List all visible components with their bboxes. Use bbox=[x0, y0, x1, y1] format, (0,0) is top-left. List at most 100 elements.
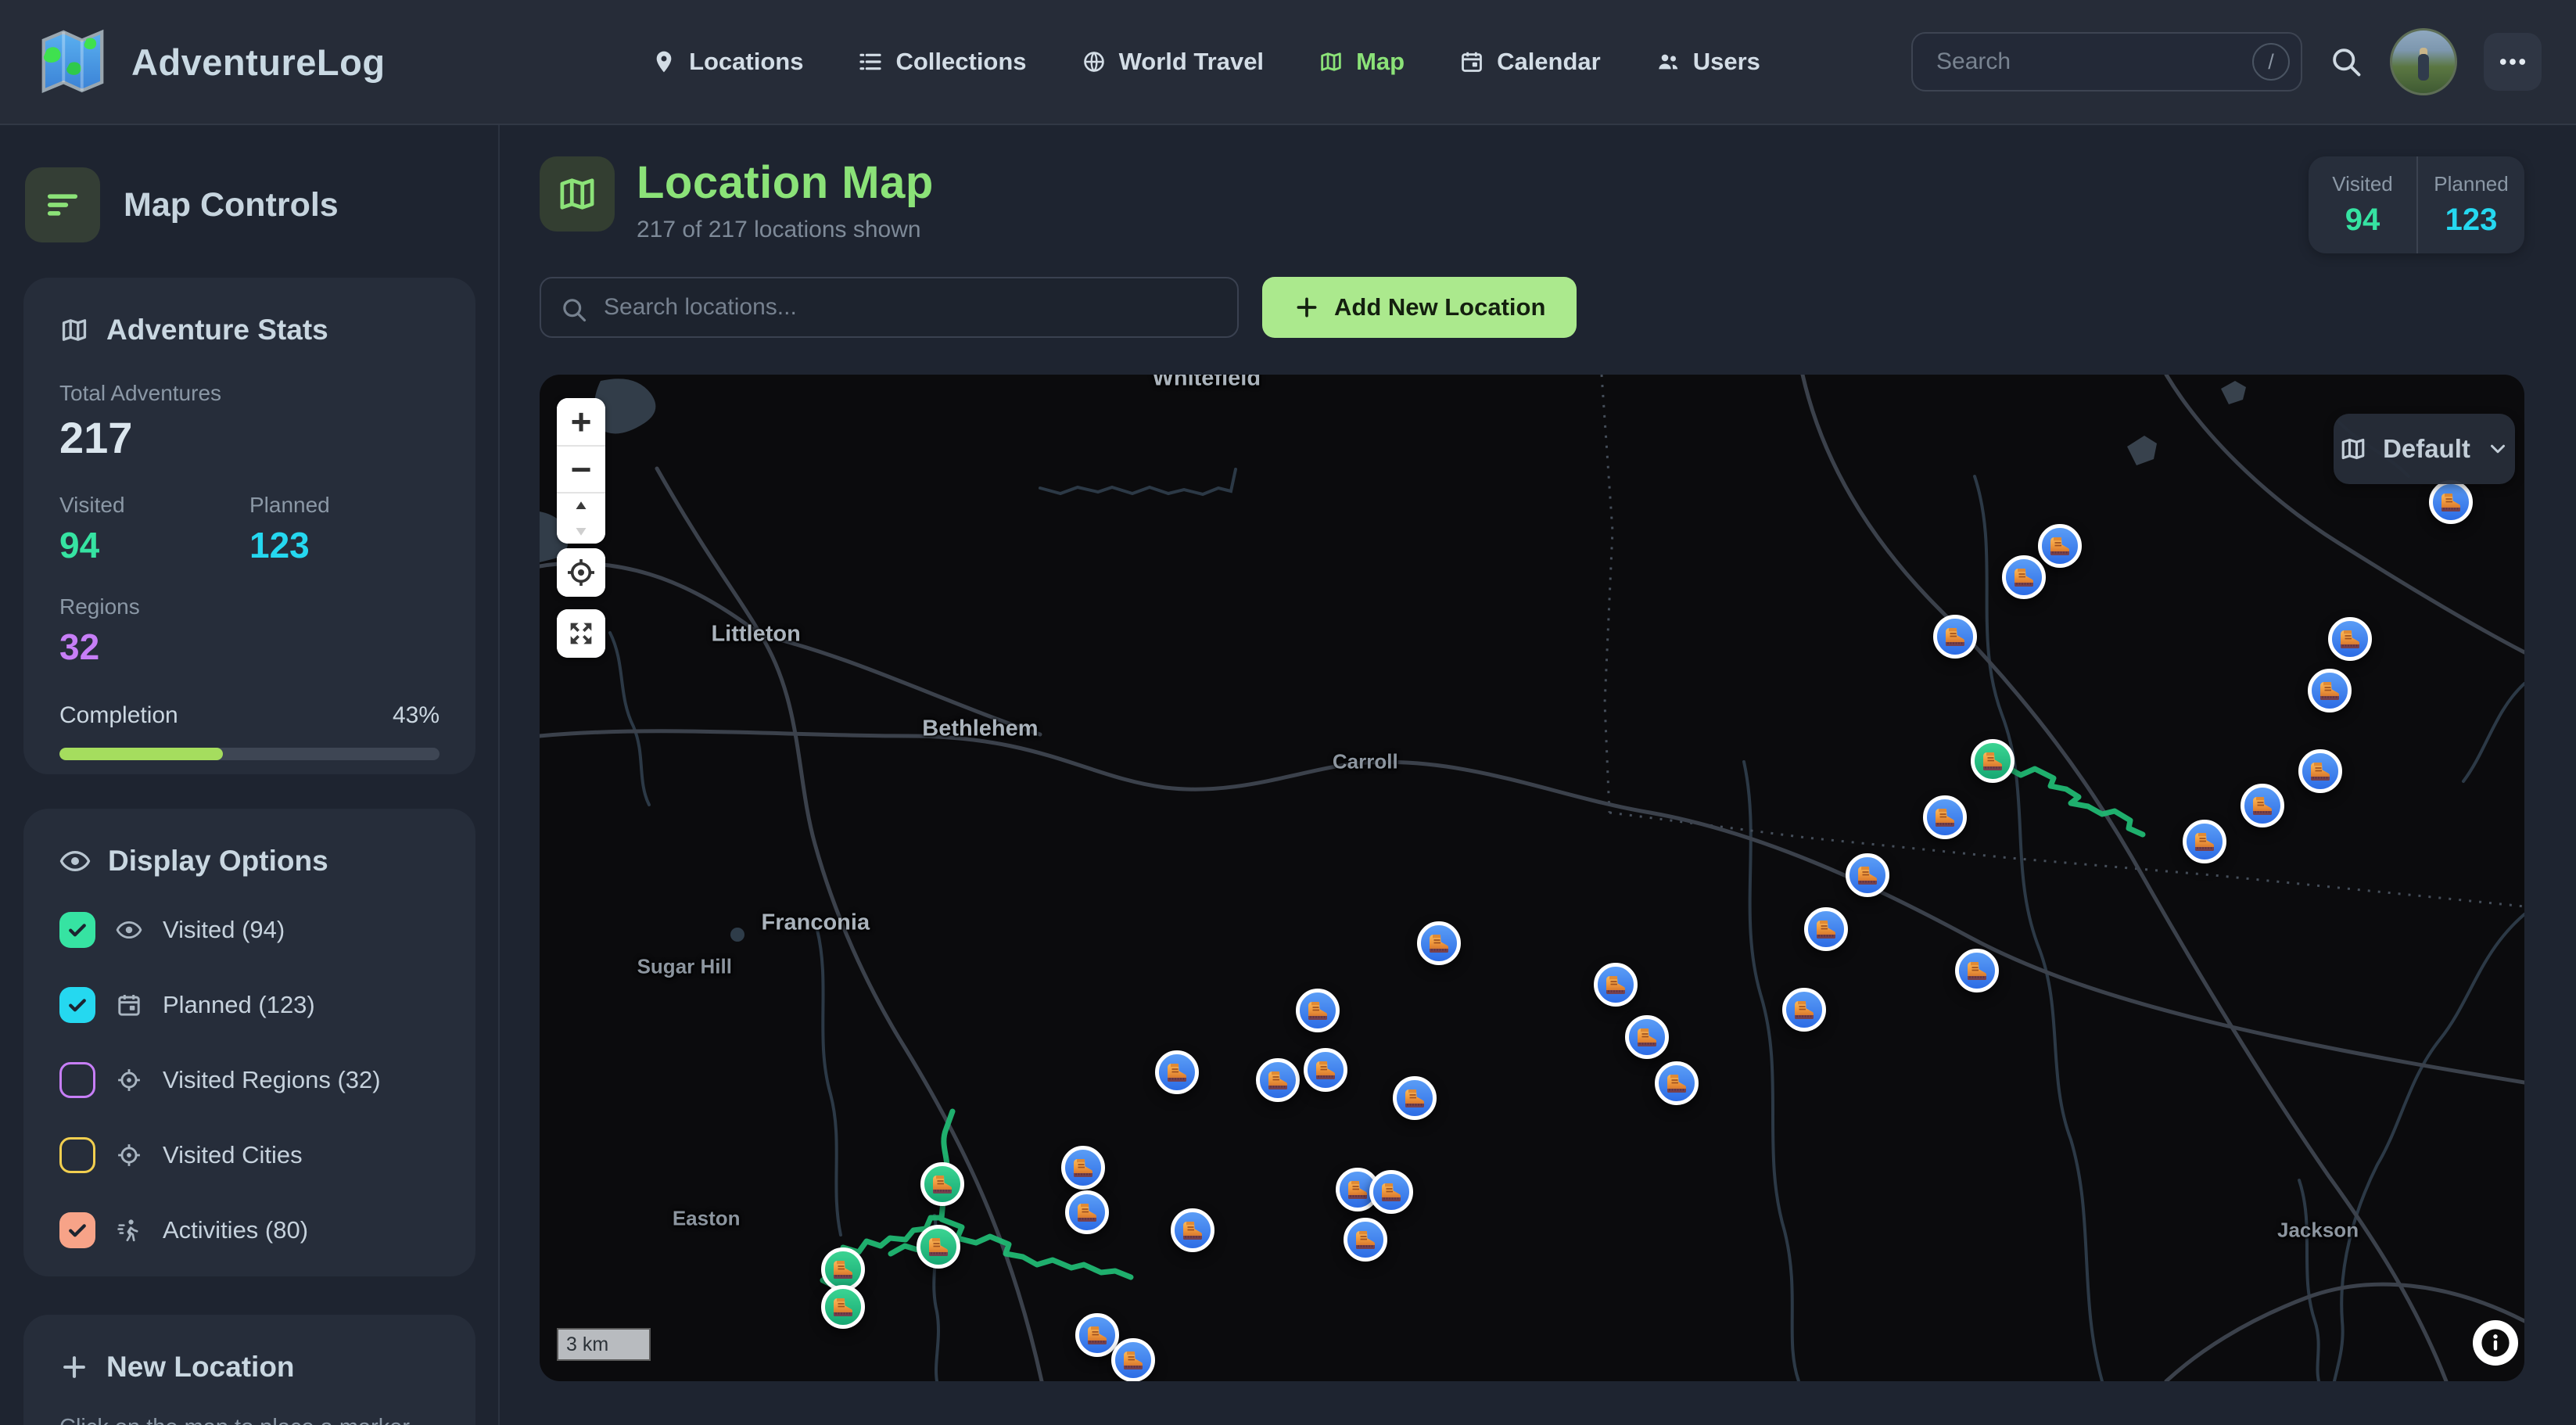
location-marker-planned[interactable] bbox=[2038, 523, 2083, 568]
hiking-boot-icon bbox=[2011, 565, 2036, 590]
nav-item-calendar[interactable]: Calendar bbox=[1459, 48, 1601, 76]
map-basemap bbox=[540, 375, 2524, 1381]
hiking-boot-icon bbox=[1085, 1323, 1110, 1348]
location-marker-planned[interactable] bbox=[2240, 783, 2284, 827]
new-location-title: New Location bbox=[106, 1351, 295, 1383]
location-marker-planned[interactable] bbox=[2429, 480, 2474, 525]
location-marker-planned[interactable] bbox=[1932, 614, 1977, 659]
location-marker-planned[interactable] bbox=[1781, 988, 1826, 1032]
location-marker-visited[interactable] bbox=[1970, 739, 2015, 784]
location-marker-planned[interactable] bbox=[1065, 1190, 1110, 1234]
info-icon bbox=[2478, 1326, 2513, 1360]
location-marker-planned[interactable] bbox=[1625, 1014, 1670, 1059]
plus-icon bbox=[1293, 294, 1320, 321]
map-icon bbox=[59, 315, 89, 345]
hiking-boot-icon bbox=[2317, 678, 2342, 703]
attribution-info-button[interactable] bbox=[2473, 1320, 2518, 1366]
adventurelog-logo-icon bbox=[36, 25, 109, 99]
display-option-planned-123[interactable]: Planned (123) bbox=[59, 987, 439, 1023]
locate-icon bbox=[565, 557, 597, 588]
display-option-activities-80[interactable]: Activities (80) bbox=[59, 1212, 439, 1248]
nav-item-world-travel[interactable]: World Travel bbox=[1082, 48, 1264, 76]
overflow-menu-button[interactable] bbox=[2484, 33, 2542, 91]
layer-picker[interactable]: Default bbox=[2334, 414, 2515, 484]
check-icon bbox=[66, 993, 89, 1017]
search-icon-button[interactable] bbox=[2329, 45, 2363, 79]
location-marker-planned[interactable] bbox=[1304, 1048, 1348, 1093]
checkbox-checked[interactable] bbox=[59, 912, 95, 948]
fullscreen-button[interactable] bbox=[557, 609, 605, 658]
hiking-boot-icon bbox=[2308, 759, 2333, 784]
location-marker-planned[interactable] bbox=[1110, 1337, 1155, 1381]
location-marker-planned[interactable] bbox=[1171, 1208, 1214, 1252]
checkbox-unchecked[interactable] bbox=[59, 1062, 95, 1098]
sidebar-divider bbox=[498, 125, 500, 1425]
fullscreen-icon bbox=[565, 618, 597, 649]
location-marker-planned[interactable] bbox=[1343, 1217, 1387, 1262]
search-icon bbox=[560, 296, 588, 324]
hiking-boot-icon bbox=[2192, 829, 2217, 854]
page-subtitle: 217 of 217 locations shown bbox=[637, 217, 921, 242]
zoom-control: + − bbox=[557, 398, 605, 544]
location-marker-visited[interactable] bbox=[917, 1224, 961, 1269]
location-marker-planned[interactable] bbox=[1954, 948, 1999, 992]
location-marker-planned[interactable] bbox=[2298, 749, 2342, 794]
display-option-visited-94[interactable]: Visited (94) bbox=[59, 912, 439, 948]
completion-label: Completion bbox=[59, 702, 178, 728]
nav-item-map[interactable]: Map bbox=[1318, 48, 1405, 76]
location-marker-planned[interactable] bbox=[1075, 1312, 1120, 1357]
location-marker-planned[interactable] bbox=[1593, 962, 1638, 1007]
location-marker-visited[interactable] bbox=[920, 1161, 965, 1206]
compass-button[interactable] bbox=[557, 492, 605, 544]
visited-value: 94 bbox=[59, 525, 100, 565]
location-marker-planned[interactable] bbox=[1803, 907, 1848, 952]
zoom-out-button[interactable]: − bbox=[557, 445, 605, 492]
checkbox-checked[interactable] bbox=[59, 987, 95, 1023]
location-marker-planned[interactable] bbox=[2183, 820, 2227, 864]
main-content: Location Map 217 of 217 locations shown … bbox=[540, 125, 2534, 1381]
location-marker-planned[interactable] bbox=[1061, 1146, 1106, 1190]
locate-button[interactable] bbox=[557, 548, 605, 597]
check-icon bbox=[66, 1219, 89, 1242]
nav-item-collections[interactable]: Collections bbox=[858, 48, 1027, 76]
location-search bbox=[540, 277, 1239, 338]
add-new-location-button[interactable]: Add New Location bbox=[1262, 277, 1577, 338]
global-search-input[interactable] bbox=[1911, 32, 2302, 92]
hiking-boot-icon bbox=[1379, 1179, 1404, 1204]
map-stats-badge: Visited 94 Planned 123 bbox=[2309, 156, 2524, 253]
hiking-boot-icon bbox=[1603, 972, 1628, 997]
location-marker-planned[interactable] bbox=[1655, 1061, 1699, 1106]
location-marker-planned[interactable] bbox=[1295, 989, 1340, 1033]
hiking-boot-icon bbox=[2337, 626, 2363, 651]
location-marker-planned[interactable] bbox=[1256, 1058, 1301, 1103]
hiking-boot-icon bbox=[1075, 1200, 1100, 1225]
location-marker-planned[interactable] bbox=[1154, 1050, 1199, 1094]
location-search-input[interactable] bbox=[540, 277, 1239, 338]
location-marker-planned[interactable] bbox=[1393, 1076, 1437, 1121]
adventure-stats-card: Adventure Stats Total Adventures 217 Vis… bbox=[23, 278, 475, 774]
page-header: Location Map 217 of 217 locations shown … bbox=[540, 156, 2534, 253]
nav-item-users[interactable]: Users bbox=[1656, 48, 1760, 76]
map-canvas[interactable]: Whitefield Littleton Bethlehem Carroll Franc… bbox=[540, 375, 2524, 1381]
location-marker-planned[interactable] bbox=[1369, 1170, 1413, 1215]
location-marker-visited[interactable] bbox=[821, 1284, 866, 1329]
zoom-in-button[interactable]: + bbox=[557, 398, 605, 445]
location-marker-planned[interactable] bbox=[1416, 921, 1461, 966]
checkbox-checked[interactable] bbox=[59, 1212, 95, 1248]
checkbox-unchecked[interactable] bbox=[59, 1137, 95, 1173]
location-marker-planned[interactable] bbox=[1845, 852, 1889, 897]
location-marker-planned[interactable] bbox=[2327, 617, 2372, 662]
location-marker-planned[interactable] bbox=[2308, 669, 2352, 713]
chevron-down-icon bbox=[2486, 437, 2510, 461]
display-option-visited-cities[interactable]: Visited Cities bbox=[59, 1137, 439, 1173]
location-marker-planned[interactable] bbox=[1922, 795, 1967, 840]
nav-item-locations[interactable]: Locations bbox=[651, 48, 803, 76]
locate-control bbox=[557, 548, 605, 597]
calendar-icon bbox=[116, 992, 142, 1018]
brand[interactable]: AdventureLog bbox=[0, 25, 500, 99]
user-avatar[interactable] bbox=[2390, 28, 2457, 95]
location-marker-planned[interactable] bbox=[2002, 555, 2047, 599]
hiking-boot-icon bbox=[926, 1234, 951, 1259]
display-option-visited-regions-32[interactable]: Visited Regions (32) bbox=[59, 1062, 439, 1098]
filter-icon bbox=[42, 185, 83, 225]
